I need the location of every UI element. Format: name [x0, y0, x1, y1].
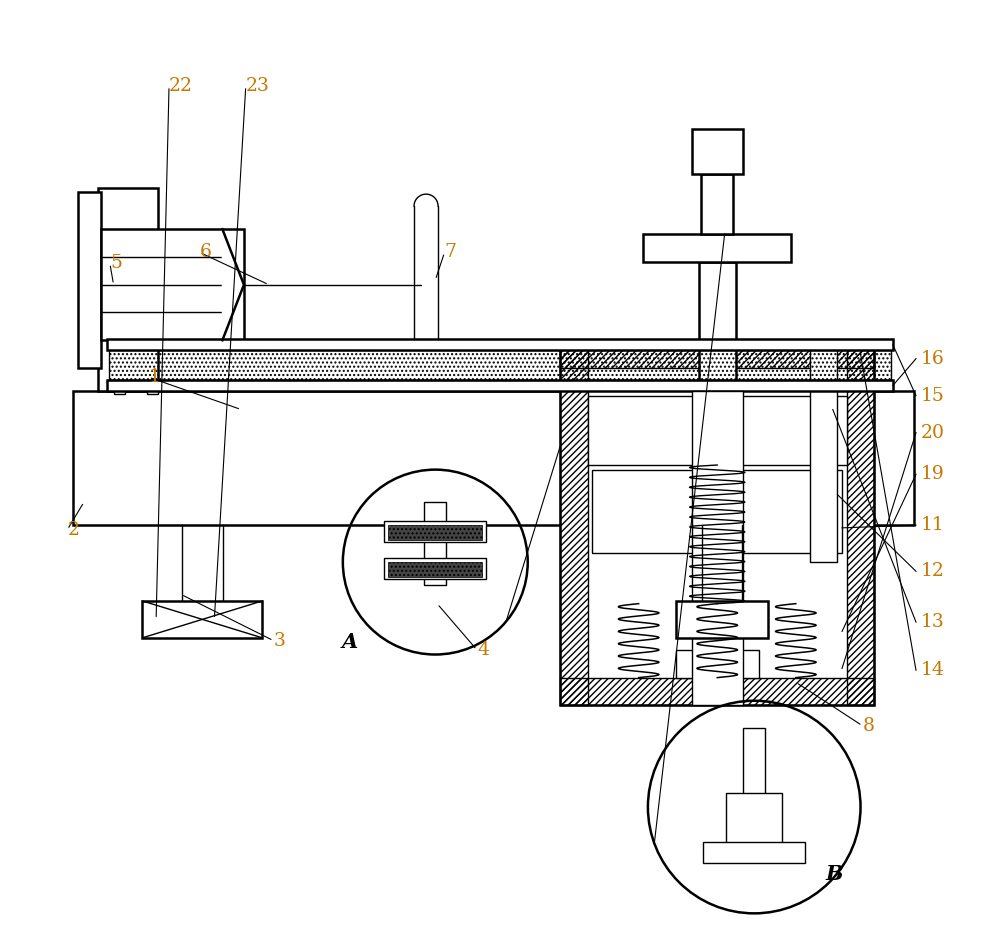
Bar: [388, 562, 482, 577]
Bar: [98, 188, 158, 391]
Bar: [560, 340, 874, 368]
Bar: [142, 601, 262, 638]
Bar: [114, 383, 125, 393]
Text: 19: 19: [921, 465, 944, 484]
Bar: [676, 601, 768, 638]
Text: 3: 3: [274, 631, 285, 650]
Text: 23: 23: [246, 77, 270, 95]
Bar: [588, 395, 847, 465]
Bar: [560, 678, 874, 705]
Text: 13: 13: [921, 613, 944, 631]
Text: 15: 15: [921, 387, 944, 405]
Text: 6: 6: [200, 244, 211, 261]
Bar: [810, 340, 837, 562]
Bar: [643, 233, 791, 261]
Text: 11: 11: [921, 516, 944, 534]
Text: B: B: [826, 864, 843, 884]
Bar: [699, 261, 736, 395]
Text: 12: 12: [921, 563, 944, 580]
Polygon shape: [222, 230, 244, 340]
Text: 14: 14: [921, 661, 944, 679]
Bar: [384, 558, 486, 578]
Bar: [78, 193, 101, 368]
Text: A: A: [341, 632, 357, 653]
Bar: [560, 340, 874, 705]
Bar: [384, 522, 486, 542]
Bar: [743, 728, 765, 798]
Text: 5: 5: [110, 255, 122, 272]
Text: 4: 4: [477, 641, 489, 658]
Bar: [692, 391, 743, 705]
Bar: [692, 129, 743, 174]
Text: 16: 16: [921, 350, 944, 367]
Bar: [107, 380, 893, 391]
Bar: [147, 383, 158, 393]
Bar: [703, 843, 805, 862]
Bar: [424, 502, 446, 585]
Bar: [726, 793, 782, 844]
Bar: [676, 650, 759, 678]
Bar: [592, 470, 842, 552]
Bar: [73, 391, 914, 525]
Text: 1: 1: [149, 368, 161, 386]
Text: 22: 22: [169, 77, 193, 95]
Text: 2: 2: [67, 521, 79, 538]
Bar: [388, 525, 482, 540]
Bar: [101, 230, 244, 340]
Bar: [701, 174, 733, 233]
Bar: [560, 340, 588, 705]
Text: 20: 20: [921, 424, 945, 442]
Bar: [109, 351, 891, 380]
Text: 8: 8: [862, 717, 874, 735]
Bar: [107, 339, 893, 351]
Text: 7: 7: [445, 244, 457, 261]
Bar: [847, 340, 874, 705]
